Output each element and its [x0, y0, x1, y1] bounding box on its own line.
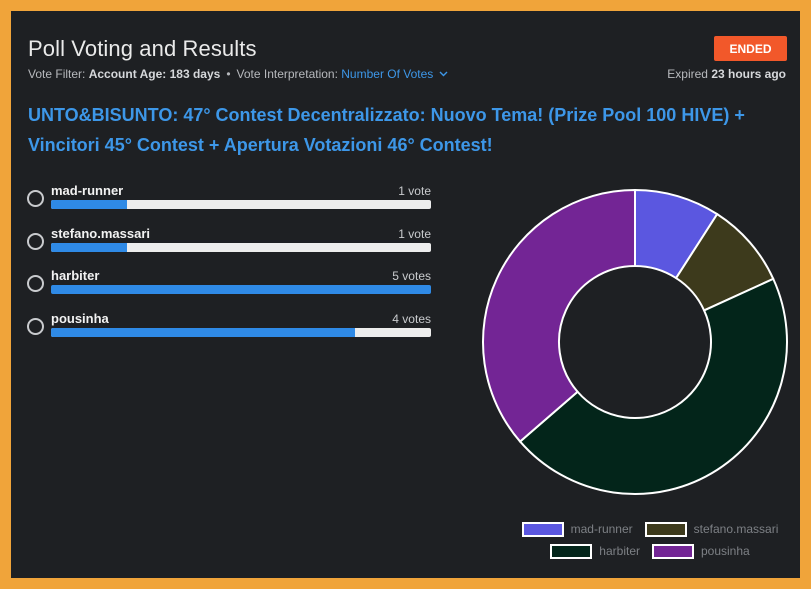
- legend-row: harbiter pousinha: [500, 540, 800, 562]
- meta-separator: •: [226, 67, 231, 81]
- vote-interpretation-dropdown[interactable]: Number Of Votes: [341, 67, 434, 81]
- legend-item[interactable]: mad-runner: [521, 521, 633, 537]
- status-badge: ENDED: [714, 36, 787, 61]
- page-title: Poll Voting and Results: [28, 36, 257, 61]
- poll-option[interactable]: pousinha 4 votes: [27, 311, 433, 351]
- legend-row: mad-runner stefano.massari: [500, 518, 800, 540]
- legend-label: harbiter: [599, 544, 640, 558]
- expired-prefix: Expired: [667, 67, 708, 81]
- poll-option[interactable]: stefano.massari 1 vote: [27, 226, 433, 266]
- legend-item[interactable]: pousinha: [651, 543, 750, 559]
- donut-slice-harbiter[interactable]: [518, 277, 788, 495]
- expiry-info: Expired 23 hours ago: [667, 67, 786, 81]
- vote-progress-fill: [51, 243, 127, 252]
- chevron-down-icon[interactable]: [439, 69, 448, 80]
- vote-filter-label: Vote Filter:: [28, 67, 86, 81]
- vote-progress-fill: [51, 328, 355, 337]
- poll-option[interactable]: harbiter 5 votes: [27, 268, 433, 308]
- poll-meta: Vote Filter: Account Age: 183 days • Vot…: [28, 67, 448, 81]
- legend-label: stefano.massari: [693, 522, 779, 536]
- legend-swatch: [521, 521, 564, 537]
- legend-swatch: [550, 543, 593, 559]
- option-vote-count: 4 votes: [392, 312, 431, 326]
- radio-button[interactable]: [27, 275, 44, 292]
- poll-option[interactable]: mad-runner 1 vote: [27, 183, 433, 223]
- legend-swatch: [644, 521, 687, 537]
- radio-button[interactable]: [27, 318, 44, 335]
- option-label: pousinha: [51, 311, 109, 326]
- vote-progress-bar: [51, 285, 431, 294]
- post-title-link[interactable]: UNTO&BISUNTO: 47° Contest Decentralizzat…: [28, 105, 745, 155]
- results-donut-chart: [482, 188, 788, 495]
- legend-swatch: [651, 543, 694, 559]
- radio-button[interactable]: [27, 190, 44, 207]
- vote-progress-fill: [51, 285, 431, 294]
- vote-progress-fill: [51, 200, 127, 209]
- radio-button[interactable]: [27, 233, 44, 250]
- option-vote-count: 5 votes: [392, 269, 431, 283]
- option-label: harbiter: [51, 268, 100, 283]
- vote-progress-bar: [51, 328, 431, 337]
- vote-progress-bar: [51, 200, 431, 209]
- option-vote-count: 1 vote: [398, 227, 431, 241]
- legend-label: mad-runner: [570, 522, 633, 536]
- chart-legend: mad-runner stefano.massari harbiter pous…: [500, 518, 800, 562]
- donut-slice-pousinha[interactable]: [482, 188, 636, 443]
- legend-item[interactable]: stefano.massari: [644, 521, 779, 537]
- legend-item[interactable]: harbiter: [550, 543, 640, 559]
- vote-progress-bar: [51, 243, 431, 252]
- legend-label: pousinha: [700, 544, 750, 558]
- option-label: mad-runner: [51, 183, 124, 198]
- option-label: stefano.massari: [51, 226, 150, 241]
- vote-filter-value: Account Age: 183 days: [88, 67, 221, 81]
- expired-value: 23 hours ago: [711, 67, 786, 81]
- option-vote-count: 1 vote: [398, 184, 431, 198]
- vote-interpretation-label: Vote Interpretation:: [236, 67, 338, 81]
